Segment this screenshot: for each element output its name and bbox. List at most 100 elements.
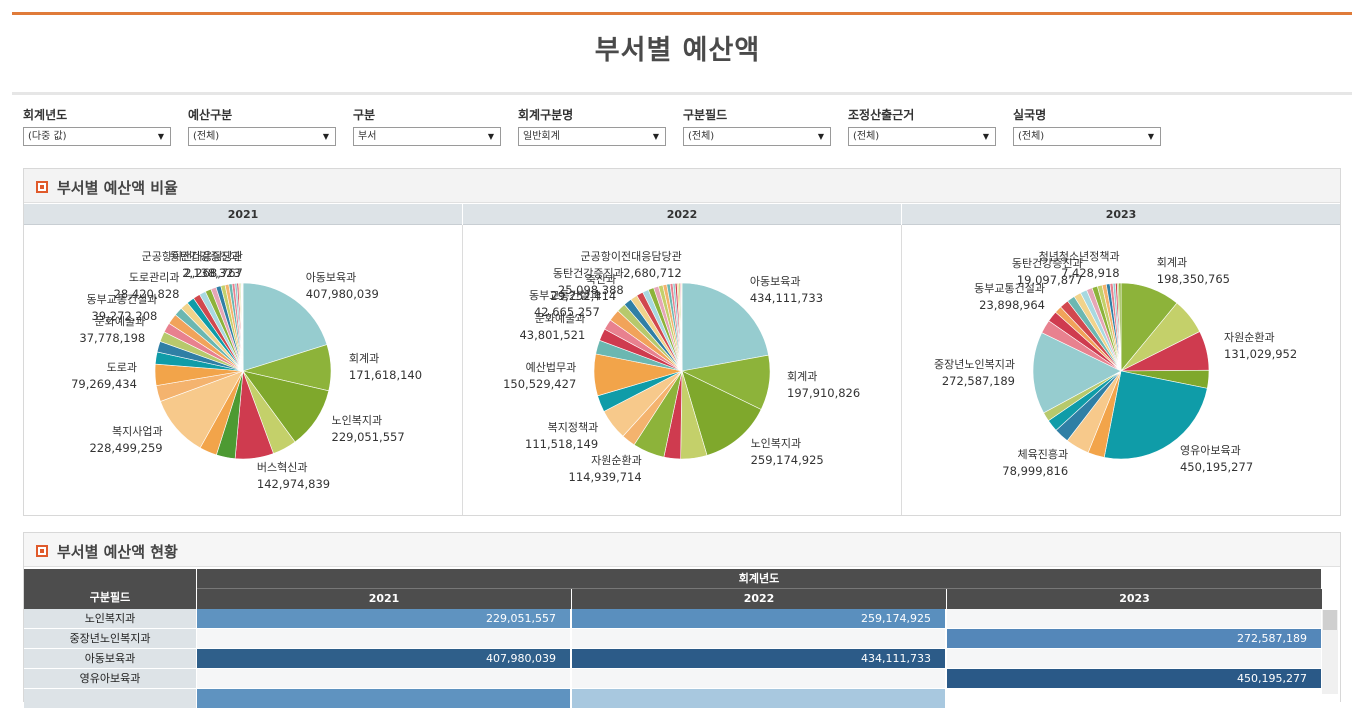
pie-slice[interactable] [681, 282, 769, 372]
slice-label-value: 43,801,521 [519, 328, 586, 343]
slice-label-value: 23,898,964 [979, 297, 1045, 312]
pie-chart-2021: 아동보육과 407,980,039 회계과 171,618,140 노인복지과 229,0… [24, 225, 463, 515]
slice-label-name: 도로과 [106, 360, 137, 374]
value-cell [197, 669, 571, 689]
fiscal-year-dropdown[interactable]: (다중 값) ▼ [23, 127, 171, 146]
filter-budget-type: 예산구분 (전체) ▼ [188, 106, 336, 146]
slice-label-name: 동탄건강증진과 [1011, 257, 1083, 271]
value-cell: 434,111,733 [572, 649, 946, 669]
table-scrollbar[interactable] [1322, 610, 1338, 694]
division-field-dropdown[interactable]: (전체) ▼ [683, 127, 831, 146]
slice-label: 동탄건강증진과 25,098,388 [553, 265, 624, 299]
dropdown-arrow-icon: ▼ [652, 132, 659, 141]
dropdown-value: (전체) [688, 131, 715, 142]
column-header-2022: 2022 [572, 589, 946, 609]
slice-label-name: 아동보육과 [749, 274, 801, 288]
value-cell [947, 649, 1322, 669]
pie-slice[interactable] [681, 370, 762, 456]
slice-label-name: 예산법무과 [525, 360, 577, 374]
slice-label-value: 171,618,140 [348, 367, 423, 382]
slice-label-value: 228,499,259 [89, 440, 163, 455]
slice-label: 도로과 79,269,434 [71, 359, 137, 393]
slice-label: 중장년노인복지과 272,587,189 [934, 356, 1015, 390]
pie-slice[interactable] [242, 282, 328, 372]
scrollbar-thumb[interactable] [1323, 610, 1337, 630]
row-name [24, 689, 196, 709]
slice-label: 동부교통건설과 39,272,208 [87, 291, 158, 325]
table-row[interactable]: 노인복지과 229,051,557 259,174,925 [24, 609, 1322, 629]
dropdown-value: (전체) [193, 131, 220, 142]
slice-label-value: 78,999,816 [1002, 463, 1069, 478]
column-header-2021: 2021 [197, 589, 571, 609]
slice-label: 영유아보육과 450,195,277 [1180, 442, 1253, 476]
slice-label: 체육진흥과 78,999,816 [1002, 446, 1068, 480]
slice-label-name: 회계과 [1156, 256, 1188, 270]
dropdown-value: 일반회계 [523, 131, 560, 142]
filter-label: 실국명 [1013, 108, 1047, 122]
section-square-icon [36, 181, 48, 193]
value-cell [197, 689, 571, 709]
budget-type-dropdown[interactable]: (전체) ▼ [188, 127, 336, 146]
slice-label-value: 2,138,323 [182, 266, 241, 281]
slice-label: 아동보육과 434,111,733 [750, 273, 823, 307]
table-row[interactable]: 영유아보육과 450,195,277 [24, 669, 1322, 689]
pie-svg [154, 282, 332, 460]
value-cell [947, 609, 1322, 629]
table-row[interactable]: 아동보육과 407,980,039 434,111,733 [24, 649, 1322, 669]
row-name: 영유아보육과 [24, 669, 196, 689]
pie-slice[interactable] [680, 282, 683, 372]
adjustment-basis-dropdown[interactable]: (전체) ▼ [848, 127, 996, 146]
dropdown-arrow-icon: ▼ [487, 132, 494, 141]
slice-label-value: 272,587,189 [941, 374, 1015, 389]
slice-label: 노인복지과 229,051,557 [332, 412, 405, 446]
slice-label: 도로관리과 28,420,828 [114, 269, 180, 303]
pie-slice[interactable] [242, 282, 244, 372]
pie-chart-2022: 아동보육과 434,111,733 회계과 197,910,826 노인복지과 259,1… [463, 225, 902, 515]
bureau-name-dropdown[interactable]: (전체) ▼ [1013, 127, 1161, 146]
slice-label: 회계과 171,618,140 [349, 350, 422, 384]
category-dropdown[interactable]: 부서 ▼ [353, 127, 501, 146]
slice-label: 예산법무과 150,529,427 [503, 359, 576, 393]
table-row[interactable]: 중장년노인복지과 272,587,189 [24, 629, 1322, 649]
pie-svg [593, 282, 771, 460]
dropdown-arrow-icon: ▼ [157, 132, 164, 141]
value-cell: 450,195,277 [947, 669, 1322, 689]
slice-label-value: 25,098,388 [557, 283, 624, 298]
slice-label: 문화예술과 37,778,198 [79, 313, 145, 347]
top-accent-bar [12, 12, 1352, 15]
pie-slice[interactable] [1118, 282, 1122, 372]
slice-label: 동부교통건설과 23,898,964 [974, 280, 1045, 314]
slice-label-name: 회계과 [348, 351, 380, 365]
row-name: 노인복지과 [24, 609, 196, 629]
slice-label: 복지정책과 111,518,149 [525, 419, 598, 453]
pie-svg [1032, 282, 1210, 460]
slice-label-value: 450,195,277 [1179, 460, 1254, 475]
filter-division-field: 구분필드 (전체) ▼ [683, 106, 831, 146]
table-row[interactable] [24, 689, 1322, 709]
slice-label-value: 142,974,839 [256, 477, 331, 492]
slice-label-value: 39,272,208 [91, 309, 158, 324]
slice-label-value: 131,029,952 [1224, 347, 1298, 362]
value-cell: 272,587,189 [947, 629, 1322, 649]
slice-label-name: 동부교통건설과 [86, 293, 158, 307]
slice-label-name: 중장년노인복지과 [934, 358, 1015, 372]
year-group-header: 회계년도 [197, 569, 1321, 589]
slice-label: 동탄건강증진과 19,097,877 [1012, 255, 1083, 289]
pie-slice[interactable] [1103, 370, 1208, 460]
budget-table-panel: 부서별 예산액 현황 구분필드 회계년도 2021 2022 2023 노인복지… [23, 532, 1341, 709]
filter-bureau-name: 실국명 (전체) ▼ [1013, 106, 1161, 146]
slice-label-name: 청년청소년정책과 [1038, 250, 1120, 263]
slice-label-name: 문화예술과 [534, 312, 586, 326]
slice-label-name: 축산과 [585, 272, 617, 286]
dropdown-value: (다중 값) [28, 131, 67, 142]
column-header-2023: 2023 [947, 589, 1322, 609]
value-cell [572, 629, 946, 649]
slice-label-value: 407,980,039 [305, 286, 379, 301]
pie-slice[interactable] [1032, 332, 1122, 414]
value-cell [572, 689, 946, 709]
slice-label-name: 버스혁신과 [256, 461, 308, 475]
slice-label-value: 19,097,877 [1016, 273, 1083, 288]
slice-label-name: 동부교통건설과 [528, 288, 600, 302]
slice-label-name: 체육진흥과 [1017, 447, 1069, 461]
account-name-dropdown[interactable]: 일반회계 ▼ [518, 127, 666, 146]
